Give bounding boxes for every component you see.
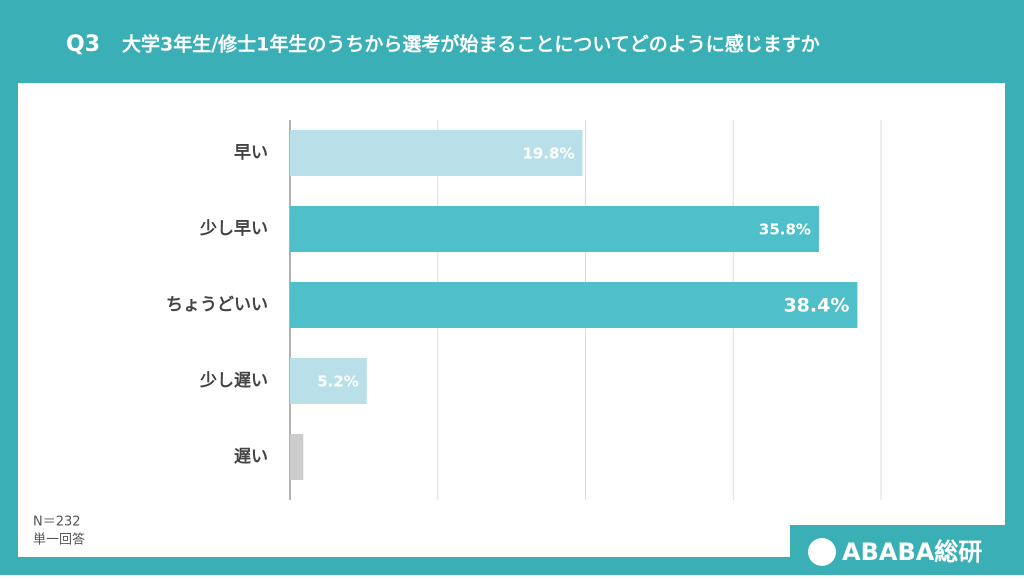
note: 単一回答	[33, 532, 85, 548]
bar	[290, 206, 819, 252]
category-label: 早い	[234, 143, 268, 163]
value-label: 5.2%	[317, 373, 359, 391]
bar	[290, 434, 304, 480]
category-label: 少し早い	[199, 219, 268, 239]
value-label: 35.8%	[759, 221, 811, 239]
value-label: 19.8%	[522, 145, 574, 163]
question-number: Q3	[66, 32, 100, 57]
category-label: 遅い	[234, 447, 268, 467]
brand-icon	[808, 538, 836, 566]
category-label: ちょうどいい	[166, 295, 268, 315]
bar	[290, 282, 858, 328]
chart-title: 大学3年生/修士1年生のうちから選考が始まることについてどのように感じますか	[122, 33, 820, 56]
note: N＝232	[33, 515, 81, 530]
bar	[290, 130, 583, 176]
brand: ABABA総研	[842, 538, 982, 566]
value-label: 38.4%	[783, 295, 849, 317]
bar	[290, 358, 367, 404]
category-label: 少し遅い	[199, 371, 268, 391]
